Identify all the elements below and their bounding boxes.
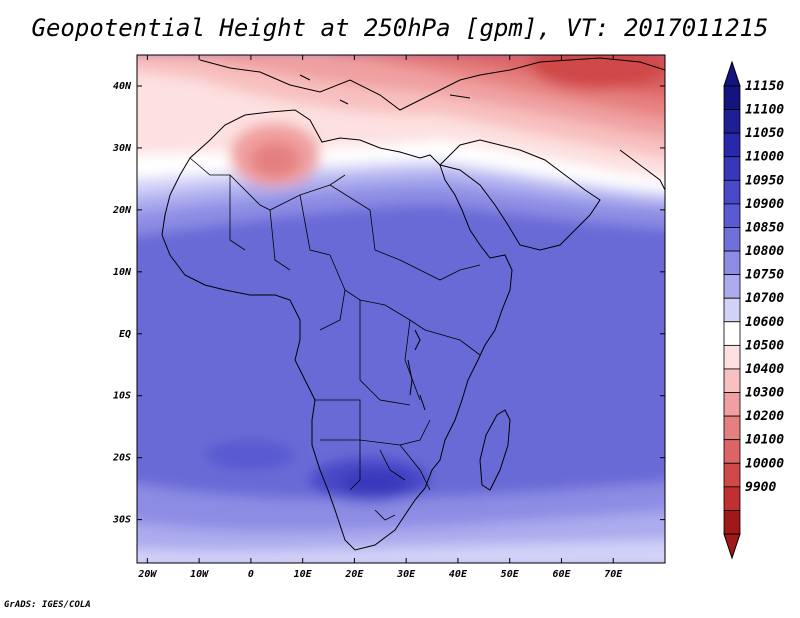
colorbar-label: 10750 xyxy=(745,268,784,283)
colorbar-label: 10100 xyxy=(745,433,784,448)
colorbar-label: 11000 xyxy=(745,150,784,165)
colorbar-label: 11150 xyxy=(745,79,784,94)
lakes xyxy=(407,329,426,411)
borders-south xyxy=(315,399,431,521)
colorbar-swatch xyxy=(723,109,741,134)
lat-label: 20N xyxy=(112,205,132,216)
lat-label: 30S xyxy=(112,515,131,526)
colorbar-swatch xyxy=(723,85,741,110)
coastlines xyxy=(161,57,665,551)
lon-label: 60E xyxy=(552,569,571,580)
low-east xyxy=(530,55,665,90)
map-title: Geopotential Height at 250hPa [gpm], VT:… xyxy=(31,14,769,42)
colorbar-swatch xyxy=(723,250,741,276)
colorbar-bottom-arrow xyxy=(723,533,741,560)
africa-coast xyxy=(161,109,513,551)
lon-label: 50E xyxy=(501,569,520,580)
colorbar-swatch xyxy=(723,439,741,464)
colorbar-swatch xyxy=(723,415,741,441)
lat-label: EQ xyxy=(119,329,131,340)
colorbar-label: 10850 xyxy=(745,220,784,235)
colorbar-swatch xyxy=(723,297,741,323)
colorbar-label: 10900 xyxy=(745,197,784,212)
lat-axis: 40N 30N 20N 10N EQ 10S 20S 30S xyxy=(112,81,665,526)
colorbar-swatch xyxy=(723,344,741,370)
lat-label: 10S xyxy=(113,391,131,402)
lon-label: 30E xyxy=(396,569,416,580)
south-band-10750 xyxy=(137,540,665,563)
colorbar-label: 10000 xyxy=(745,456,784,471)
colorbar-swatch xyxy=(723,227,741,252)
lon-label: 10W xyxy=(190,569,209,580)
colorbar-label: 10950 xyxy=(745,173,784,188)
colorbar-label: 10500 xyxy=(745,338,784,353)
med-islands xyxy=(299,74,471,105)
colorbar-label: 10800 xyxy=(745,244,784,259)
lon-label: 20W xyxy=(137,569,157,580)
low-west-core xyxy=(250,142,300,178)
colorbar-swatch xyxy=(723,203,741,228)
lon-label: 10E xyxy=(294,569,313,580)
lon-axis: 20W 10W 0 10E 20E 30E 40E 50E 60E 70E xyxy=(137,55,623,580)
colorbar-label: 10200 xyxy=(745,409,784,424)
borders-central xyxy=(319,254,481,406)
colorbar-swatch xyxy=(723,156,741,181)
colorbar-swatch xyxy=(723,368,741,393)
colorbar-label: 10600 xyxy=(745,315,784,330)
lon-label: 70E xyxy=(604,569,623,580)
madagascar xyxy=(479,409,511,491)
colorbar-swatch xyxy=(723,132,741,158)
height-field xyxy=(137,55,665,563)
colorbar-label: 10300 xyxy=(745,386,784,401)
grads-credit: GrADS: IGES/COLA xyxy=(4,600,91,610)
colorbar-label: 11050 xyxy=(745,126,784,141)
colorbar-swatch xyxy=(723,462,741,488)
arabia-coast xyxy=(439,139,601,251)
lon-label: 20E xyxy=(344,569,364,580)
colorbar-swatch xyxy=(723,321,741,346)
high-south-core xyxy=(340,470,410,494)
colorbar-swatch xyxy=(723,274,741,299)
colorbar-swatch xyxy=(723,486,741,511)
india-coast xyxy=(619,149,665,191)
colorbar-label: 10700 xyxy=(745,291,784,306)
lon-label: 40E xyxy=(449,569,468,580)
borders-west xyxy=(189,157,401,271)
high-west xyxy=(205,440,295,470)
colorbar-label: 10400 xyxy=(745,362,784,377)
colorbar-swatch xyxy=(723,392,741,417)
colorbar-label: 11100 xyxy=(745,103,784,118)
map-frame xyxy=(136,54,666,564)
colorbar-label: 9900 xyxy=(745,480,776,495)
lat-label: 40N xyxy=(113,81,132,92)
colorbar: 11150 11100 11050 11000 10950 10900 10850 10800… xyxy=(723,60,784,560)
colorbar-top-arrow xyxy=(723,60,741,87)
lat-label: 20S xyxy=(112,453,131,464)
europe-coast xyxy=(199,57,665,111)
lat-label: 10N xyxy=(113,267,132,278)
lat-label: 30N xyxy=(112,143,132,154)
lon-label: 0 xyxy=(248,569,254,580)
colorbar-swatch xyxy=(723,179,741,205)
colorbar-swatch xyxy=(723,510,741,535)
